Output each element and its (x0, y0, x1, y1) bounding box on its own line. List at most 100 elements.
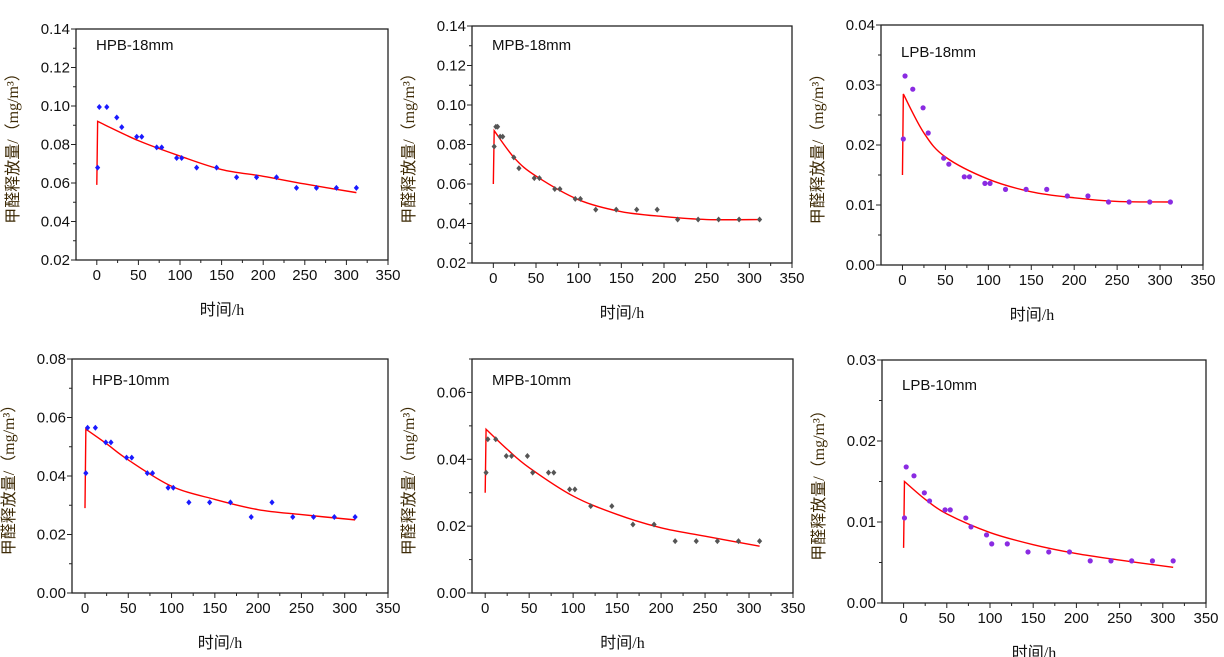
x-axis-label: 时间/h (198, 634, 242, 652)
data-point (1023, 186, 1029, 192)
data-point (756, 538, 763, 545)
x-axis-label: 时间/h (600, 634, 644, 652)
data-point (174, 154, 180, 161)
y-tick-label: 0.00 (847, 595, 876, 612)
data-point (331, 513, 337, 520)
fit-curve (901, 93, 1171, 203)
data-point (693, 538, 699, 545)
data-point (1126, 199, 1132, 205)
panel-mpb-10mm: 0 50 100 150 200 250 300 350 0.00 0.02 0.04 0.06 MPB… (400, 358, 806, 652)
y-axis-label: 甲醛释放量/（mg/m³） (400, 397, 418, 556)
data-point (577, 195, 583, 202)
y-tick-label: 0.04 (41, 214, 70, 231)
data-point (630, 521, 636, 528)
x-tick-label: 300 (1148, 272, 1173, 289)
y-tick-label: 0.01 (846, 197, 875, 214)
y-tick-label: 0.01 (847, 514, 876, 531)
x-tick-label: 350 (1193, 610, 1218, 627)
data-point (500, 133, 506, 140)
data-point (593, 206, 599, 213)
data-point (675, 216, 681, 223)
y-tick-label: 0.08 (437, 137, 466, 154)
data-point (95, 164, 101, 171)
y-tick-label: 0.00 (437, 585, 466, 602)
data-point (104, 103, 110, 110)
data-point (108, 439, 114, 446)
data-point (1085, 193, 1091, 199)
data-point (495, 123, 501, 130)
data-point (968, 524, 974, 530)
x-tick-label: 350 (779, 270, 804, 287)
data-point (493, 436, 499, 443)
data-point (572, 195, 578, 202)
data-point (966, 174, 973, 180)
data-point (214, 164, 220, 171)
panel-hpb-18mm: 0 50 100 150 200 250 300 350 0.02 0.04 0.06 0.08 0.1… (4, 21, 401, 319)
panel-title: HPB-18mm (96, 37, 174, 54)
data-point (552, 185, 558, 192)
x-tick-label: 150 (605, 600, 630, 617)
x-tick-label: 0 (899, 610, 907, 627)
data-point (144, 470, 150, 477)
data-point (1002, 186, 1009, 192)
data-point (170, 484, 176, 491)
data-point (989, 541, 995, 547)
x-tick-label: 100 (167, 267, 192, 284)
y-tick-label: 0.02 (437, 255, 466, 272)
data-point (567, 486, 573, 493)
fit-curve (492, 128, 760, 221)
y-tick-label: 0.10 (437, 97, 466, 114)
data-point (902, 73, 908, 79)
data-point (186, 499, 192, 506)
data-point (1149, 558, 1156, 564)
data-point (921, 490, 927, 496)
x-tick-label: 50 (937, 272, 954, 289)
fit-curve (96, 120, 357, 194)
plot-frame (471, 25, 793, 264)
x-tick-label: 200 (649, 600, 674, 617)
x-tick-label: 350 (780, 600, 805, 617)
plot-frame (471, 358, 794, 594)
data-point (961, 174, 967, 180)
data-point (735, 538, 742, 545)
plot-frame (71, 358, 389, 594)
x-tick-label: 150 (209, 267, 234, 284)
data-point (588, 503, 594, 510)
data-point (925, 130, 931, 136)
data-point (154, 144, 160, 151)
fit-curve (484, 427, 760, 547)
data-point (903, 464, 909, 470)
panel-title: LPB-18mm (901, 44, 976, 61)
x-tick-label: 350 (375, 600, 400, 617)
data-point (491, 143, 497, 150)
x-tick-label: 200 (651, 270, 676, 287)
data-point (987, 180, 993, 186)
data-point (96, 103, 102, 110)
y-tick-label: 0.00 (846, 257, 875, 274)
data-point (119, 124, 125, 131)
x-tick-label: 0 (81, 600, 89, 617)
y-tick-label: 0.06 (41, 175, 70, 192)
data-point (139, 133, 145, 140)
y-tick-label: 0.04 (846, 17, 875, 34)
data-point (83, 470, 89, 477)
plot-frame (75, 28, 389, 261)
data-point (530, 469, 536, 476)
x-tick-label: 50 (521, 600, 538, 617)
y-tick-label: 0.08 (41, 137, 70, 154)
data-point (736, 216, 742, 223)
x-tick-label: 50 (938, 610, 955, 627)
data-point (1046, 549, 1052, 555)
y-axis-label: 甲醛释放量/（mg/m³） (810, 402, 828, 561)
x-tick-label: 200 (1062, 272, 1087, 289)
data-point (483, 469, 489, 476)
data-point (672, 538, 678, 545)
data-point (103, 439, 109, 446)
panel-lpb-10mm: 0 50 100 150 200 250 300 350 0.00 0.01 0.02 0.03 LPB… (810, 352, 1219, 657)
y-axis-label: 甲醛释放量/（mg/m³） (0, 397, 18, 556)
data-point (269, 499, 275, 506)
x-tick-label: 250 (1107, 610, 1132, 627)
data-point (233, 174, 240, 181)
y-tick-label: 0.12 (437, 58, 466, 75)
